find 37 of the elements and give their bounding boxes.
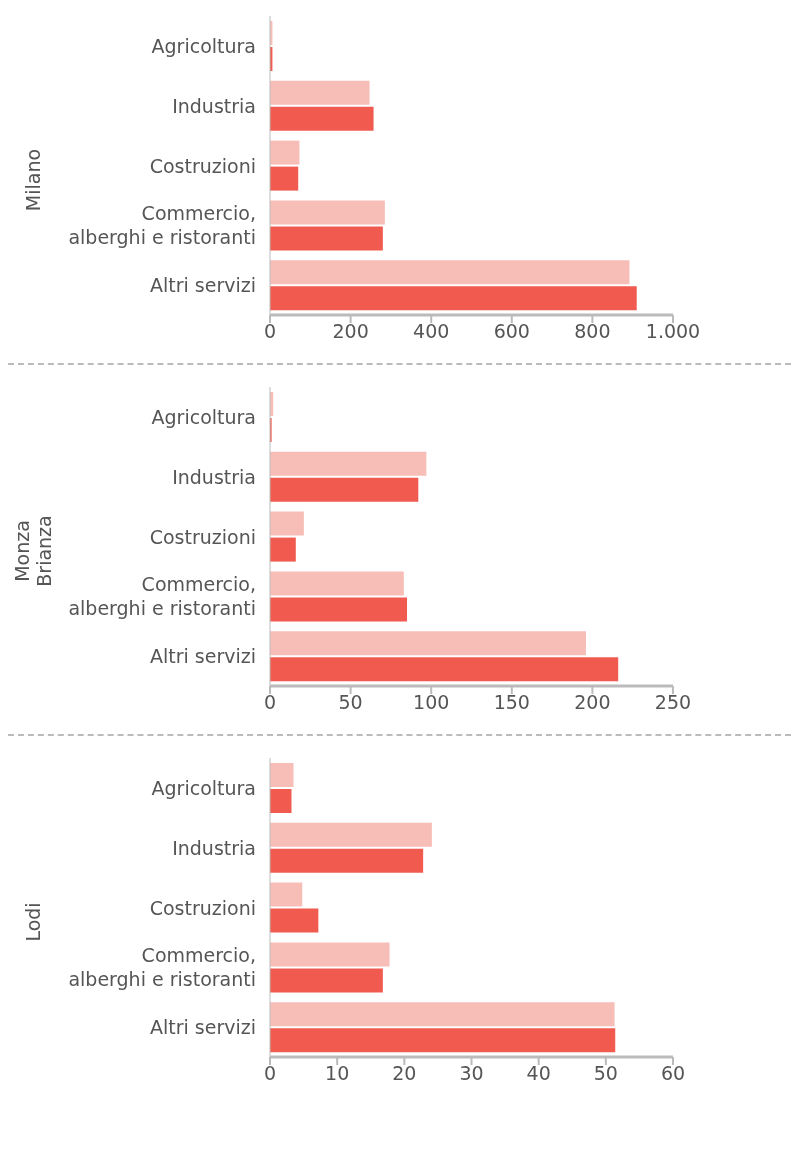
y-tick-label: Costruzioni: [149, 896, 256, 919]
x-tick-label: 60: [660, 1062, 686, 1085]
x-tick-label: 40: [526, 1062, 551, 1085]
y-tick-label: Costruzioni: [149, 154, 256, 177]
y-tick-label: Commercio, alberghi e ristoranti: [68, 202, 256, 249]
y-tick-label: Altri servizi: [149, 645, 256, 668]
x-tick-label: 30: [459, 1062, 484, 1085]
y-tick-label: Agricoltura: [151, 34, 256, 57]
y-tick-label: Industria: [172, 94, 256, 117]
y-tick-label: Agricoltura: [151, 776, 256, 799]
x-tick-label: 50: [593, 1062, 618, 1085]
x-tick-label: 0: [263, 320, 277, 343]
y-axis-title: Monza Brianza: [11, 515, 55, 587]
x-tick-label: 250: [654, 691, 692, 714]
x-tick-label: 100: [413, 691, 450, 714]
x-tick-label: 20: [392, 1062, 417, 1085]
y-axis-title: Milano: [22, 148, 44, 212]
x-tick-label: 200: [574, 691, 611, 714]
x-tick-label: 600: [493, 320, 530, 343]
x-tick-label: 800: [574, 320, 611, 343]
x-tick-label: 400: [413, 320, 450, 343]
x-tick-label: 10: [325, 1062, 350, 1085]
y-tick-label: Industria: [172, 465, 256, 488]
x-tick-label: 200: [332, 320, 369, 343]
y-tick-label: Agricoltura: [151, 405, 256, 428]
x-tick-label: 0: [263, 1062, 277, 1085]
y-axis-title: Lodi: [22, 902, 44, 942]
y-tick-label: Altri servizi: [149, 1016, 256, 1039]
y-tick-label: Commercio, alberghi e ristoranti: [68, 944, 256, 991]
y-tick-label: Altri servizi: [149, 274, 256, 297]
x-tick-label: 0: [263, 691, 277, 714]
y-tick-label: Commercio, alberghi e ristoranti: [68, 573, 256, 620]
y-tick-label: Industria: [172, 836, 256, 859]
x-tick-label: 150: [493, 691, 530, 714]
y-tick-label: Costruzioni: [149, 525, 256, 548]
x-tick-label: 1.000: [645, 320, 701, 343]
x-tick-label: 50: [338, 691, 363, 714]
